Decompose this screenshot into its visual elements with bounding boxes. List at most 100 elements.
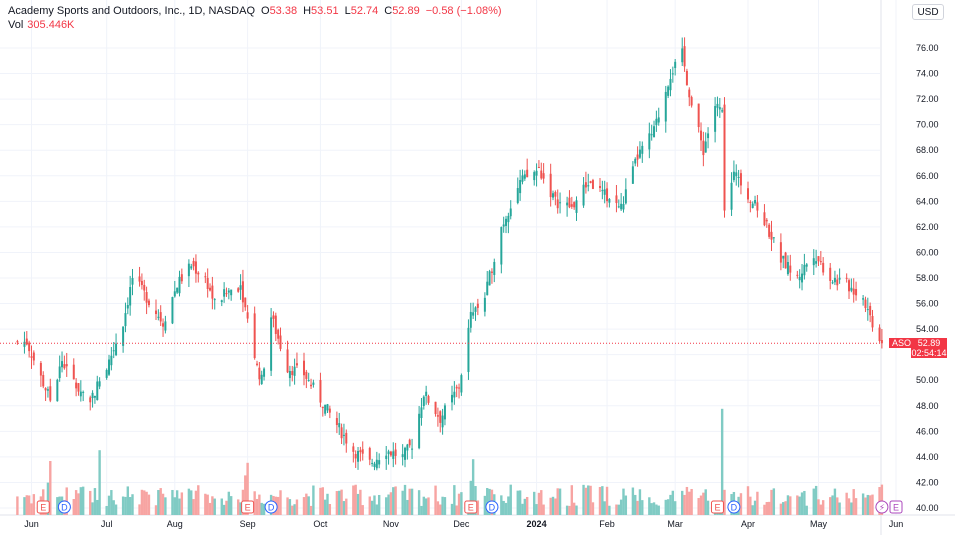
volume-bar — [354, 484, 357, 515]
x-tick-label: 2024 — [527, 519, 547, 529]
volume-bar — [72, 499, 75, 515]
y-tick-label: 76.00 — [916, 43, 939, 53]
candle-body — [420, 407, 423, 419]
candle-body — [44, 388, 47, 391]
volume-bar — [476, 500, 480, 515]
volume-bar — [622, 488, 625, 515]
candle-body — [159, 312, 162, 322]
candle-body — [664, 91, 667, 122]
candle-body — [279, 335, 282, 349]
volume-bar — [204, 493, 207, 515]
candle-body — [747, 188, 749, 200]
volume-bar — [601, 486, 604, 515]
candle-body — [213, 299, 216, 301]
volume-bar — [603, 501, 606, 515]
volume-bar — [455, 505, 458, 515]
candle-body — [631, 166, 634, 184]
volume-bar — [361, 505, 364, 515]
currency-button[interactable]: USD — [912, 4, 944, 20]
volume-bar — [641, 500, 644, 515]
volume-bar — [124, 496, 127, 515]
volume-label: Vol — [8, 19, 24, 31]
candle-body — [488, 271, 491, 286]
volume-bar — [556, 488, 559, 515]
volume-bar — [192, 499, 195, 515]
volume-bar — [220, 498, 223, 515]
x-tick-label: Dec — [453, 519, 470, 529]
x-tick-label: Oct — [313, 519, 328, 529]
candle-body — [126, 305, 129, 309]
candle-body — [615, 195, 618, 204]
volume-bar — [753, 500, 757, 515]
candle-body — [260, 374, 263, 384]
volume-bar — [697, 498, 700, 515]
volume-bar — [772, 488, 776, 515]
dividend-marker-icon — [264, 500, 278, 514]
candle-body — [129, 286, 132, 306]
dividend-marker-label: D — [731, 503, 738, 513]
candle-body — [56, 379, 59, 402]
volume-bar — [483, 495, 487, 515]
volume-value: 305.446K — [27, 19, 75, 31]
volume-bar — [683, 494, 686, 515]
candle-body — [190, 266, 193, 269]
volume-bar — [575, 505, 578, 515]
volume-bar — [180, 492, 184, 515]
candle-body — [389, 451, 392, 456]
volume-bar — [262, 503, 266, 515]
candle-body — [328, 408, 331, 413]
candle-body — [584, 182, 587, 188]
close-value: 52.89 — [392, 5, 420, 17]
candle-body — [603, 189, 606, 195]
volume-bar — [805, 505, 808, 515]
candle-body — [180, 274, 183, 282]
candle-body — [751, 203, 754, 209]
volume-bar — [377, 494, 381, 515]
volume-bar — [763, 504, 766, 515]
volume-bar — [666, 499, 670, 515]
volume-bar — [89, 490, 92, 515]
candle-body — [385, 455, 388, 459]
x-tick-label: Mar — [667, 519, 683, 529]
candle-body — [589, 181, 592, 183]
low-label: L — [344, 5, 351, 17]
volume-bar — [323, 499, 327, 515]
volume-bar — [542, 504, 545, 515]
volume-bar — [673, 501, 677, 515]
x-tick-label: Feb — [599, 519, 615, 529]
candle-body — [223, 289, 226, 297]
volume-bar — [77, 493, 80, 515]
y-tick-label: 46.00 — [916, 426, 939, 436]
volume-bar — [30, 503, 33, 515]
candle-body — [105, 369, 108, 378]
candle-body — [690, 97, 693, 106]
earnings-marker-icon — [889, 500, 903, 514]
volume-bar — [74, 490, 78, 515]
candle-body — [523, 174, 526, 179]
candle-body — [451, 394, 453, 403]
candle-body — [112, 350, 115, 352]
candle-body — [723, 104, 726, 211]
candle-body — [303, 360, 305, 376]
candle-body — [552, 193, 555, 198]
last-price-tag: 52.89 — [911, 338, 947, 348]
candle-body — [714, 106, 717, 132]
volume-bar — [91, 502, 94, 515]
candle-body — [338, 423, 341, 428]
candle-body — [28, 342, 31, 352]
volume-bar — [854, 498, 858, 515]
bar-countdown: 02:54:14 — [911, 348, 947, 358]
volume-bar — [392, 487, 395, 515]
candle-body — [441, 415, 444, 428]
volume-bar — [112, 500, 115, 515]
candle-body — [535, 170, 538, 176]
candle-body — [467, 327, 470, 372]
candle-body — [211, 285, 214, 299]
candle-body — [293, 366, 296, 376]
volume-bar — [244, 475, 247, 515]
candle-body — [359, 450, 362, 453]
volume-bar — [326, 493, 329, 515]
candle-body — [779, 242, 782, 263]
volume-bar — [847, 498, 851, 515]
